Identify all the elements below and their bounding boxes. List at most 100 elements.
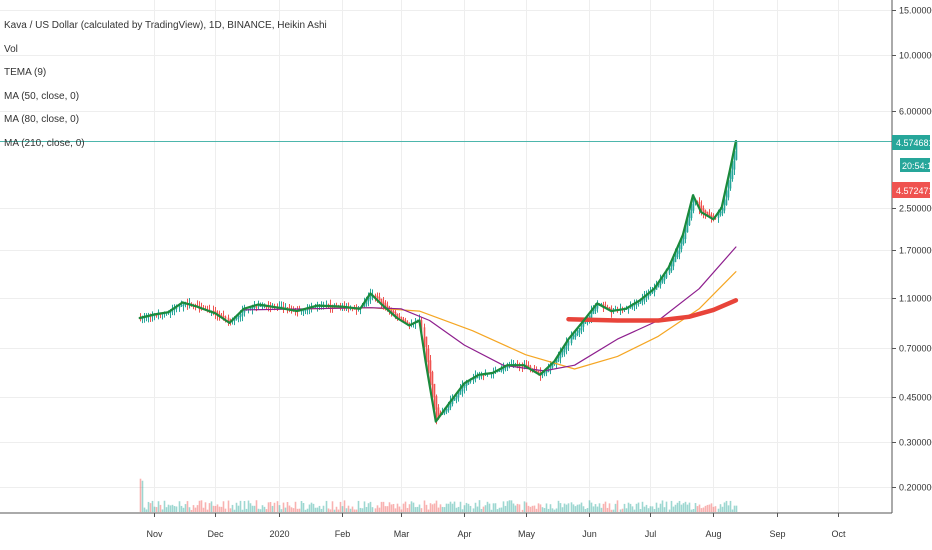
- candle-body: [453, 398, 456, 401]
- candle-body: [704, 210, 707, 214]
- time-axis[interactable]: Nov Dec 2020 Feb Mar Apr May Jun Jul Aug Sep Oct: [146, 513, 846, 539]
- volume-bar: [292, 508, 295, 512]
- volume-bar: [186, 501, 189, 512]
- volume-bar: [616, 500, 619, 512]
- volume-bar: [504, 505, 507, 512]
- volume-bar: [563, 503, 566, 512]
- ma-value-tag: 4.57247169: [896, 186, 932, 196]
- volume-bar: [245, 508, 248, 512]
- candle-body: [398, 316, 401, 319]
- candle-body: [559, 351, 562, 359]
- volume-bar: [437, 507, 440, 512]
- price-tick-label: 1.1000000: [899, 294, 932, 304]
- volume-bar: [672, 506, 675, 512]
- candle-body: [676, 250, 679, 258]
- volume-bar: [206, 509, 209, 512]
- time-tick-label: Dec: [207, 529, 224, 539]
- candle-body: [682, 234, 685, 244]
- candle-body: [543, 371, 546, 375]
- volume-bar: [606, 507, 609, 512]
- volume-bar: [539, 504, 542, 512]
- volume-bar: [259, 509, 262, 512]
- candle-body: [706, 211, 709, 216]
- volume-bar: [725, 500, 728, 512]
- candle-body: [463, 384, 466, 388]
- candle-body: [504, 367, 507, 369]
- time-tick-label: Aug: [705, 529, 721, 539]
- volume-bar: [537, 503, 540, 512]
- candle-body: [672, 258, 675, 267]
- candle-body: [641, 298, 644, 302]
- legend-tema[interactable]: TEMA (9): [4, 67, 47, 79]
- volume-bar: [367, 503, 370, 512]
- time-tick-label: Jul: [645, 529, 657, 539]
- volume-bar: [359, 507, 362, 512]
- legend-ma210[interactable]: MA (210, close, 0): [4, 137, 85, 149]
- volume-bar: [416, 506, 419, 512]
- volume-bar: [398, 506, 401, 512]
- candle-body: [286, 307, 289, 309]
- volume-bar: [506, 501, 509, 512]
- candle-body: [708, 213, 711, 217]
- price-axis[interactable]: 15.0000000 10.0000000 6.0000000 2.5000000 1.…: [892, 6, 932, 493]
- symbol-title[interactable]: Kava / US Dollar (calculated by TradingV…: [4, 20, 327, 31]
- volume-bar: [247, 500, 250, 512]
- volume-bar: [633, 509, 636, 512]
- volume-bar: [649, 506, 652, 512]
- candle-body: [427, 348, 430, 374]
- volume-bar: [163, 500, 166, 512]
- volume-bar: [316, 507, 319, 512]
- chart-grid: [0, 0, 892, 513]
- volume-bar: [596, 506, 599, 512]
- legend-ma80[interactable]: MA (80, close, 0): [4, 114, 80, 126]
- volume-bar: [623, 503, 626, 512]
- volume-bar: [668, 509, 671, 512]
- candle-body: [445, 409, 448, 412]
- ma210-line: [566, 298, 739, 323]
- volume-bar: [390, 504, 393, 512]
- time-tick-label: 2020: [269, 529, 289, 539]
- volume-bar: [729, 500, 732, 512]
- candle-body: [425, 336, 428, 363]
- legend-ma50[interactable]: MA (50, close, 0): [4, 90, 80, 102]
- volume-bar: [361, 508, 364, 512]
- candle-body: [304, 309, 307, 311]
- volume-bar: [710, 503, 713, 512]
- candle-body: [155, 315, 158, 317]
- volume-bar: [631, 506, 634, 512]
- volume-bar: [531, 505, 534, 512]
- volume-bar: [304, 509, 307, 512]
- volume-bar: [180, 505, 183, 512]
- volume-bar: [351, 506, 354, 512]
- volume-bar: [706, 504, 709, 512]
- candle-body: [302, 310, 305, 312]
- volume-bar: [214, 506, 217, 512]
- volume-bar: [717, 508, 720, 512]
- candle-body: [227, 317, 230, 322]
- volume-bar: [602, 503, 605, 512]
- candle-body: [596, 302, 599, 309]
- volume-bar: [190, 509, 193, 512]
- volume-bar: [498, 507, 501, 512]
- candle-body: [680, 238, 683, 250]
- volume-bar: [402, 503, 405, 512]
- volume-bar: [425, 504, 428, 512]
- volume-bar: [447, 503, 450, 512]
- candle-body: [482, 375, 485, 377]
- candle-body: [725, 190, 728, 205]
- volume-bar: [363, 501, 366, 512]
- volume-bar: [210, 501, 213, 512]
- legend-vol[interactable]: Vol: [4, 43, 18, 55]
- volume-bar: [696, 506, 699, 512]
- candle-body: [655, 285, 658, 290]
- volume-bar: [553, 509, 556, 512]
- volume-bar: [357, 500, 360, 512]
- candle-body: [637, 302, 640, 305]
- volume-bar: [378, 507, 381, 512]
- volume-bar: [614, 503, 617, 512]
- volume-bar: [243, 501, 246, 512]
- candle-body: [719, 211, 722, 216]
- volume-bar: [227, 500, 230, 512]
- volume-bar: [594, 504, 597, 512]
